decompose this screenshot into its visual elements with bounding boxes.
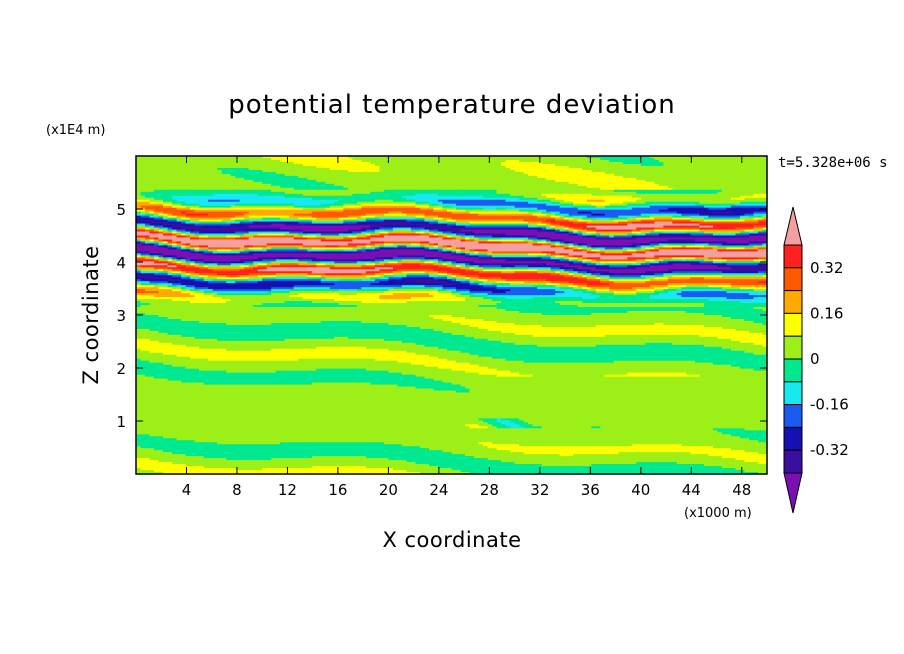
x-tick-label: 32	[530, 481, 549, 499]
x-tick-label: 24	[429, 481, 448, 499]
y-tick-label: 1	[116, 413, 126, 431]
y-tick-label: 2	[116, 360, 126, 378]
x-tick-label: 36	[581, 481, 600, 499]
colorbar-label: -0.16	[810, 396, 849, 414]
y-tick-label: 3	[116, 307, 126, 325]
colorbar-segment	[783, 426, 803, 451]
x-tick-label: 16	[328, 481, 347, 499]
colorbar: 0.32 0.16 0 -0.16 -0.32	[783, 206, 849, 514]
y-tick-label: 5	[116, 201, 126, 219]
time-label: t=5.328e+06 s	[778, 155, 888, 171]
y-axis-label: Z coordinate	[79, 245, 103, 384]
colorbar-segment	[783, 381, 803, 406]
x-tick-label: 12	[278, 481, 297, 499]
y-axis-ticks: 1 2 3 4 5	[116, 201, 767, 431]
colorbar-label: 0.32	[810, 259, 843, 277]
y-unit-label: (x1E4 m)	[46, 123, 105, 138]
x-tick-label: 48	[732, 481, 751, 499]
colorbar-segment	[783, 244, 803, 269]
x-tick-label: 8	[232, 481, 242, 499]
x-tick-label: 4	[182, 481, 192, 499]
colorbar-segment	[783, 290, 803, 314]
x-axis-label: X coordinate	[382, 528, 521, 552]
colorbar-label: 0.16	[810, 304, 843, 322]
x-tick-label: 20	[379, 481, 398, 499]
colorbar-segment	[783, 335, 803, 360]
x-tick-label: 40	[631, 481, 650, 499]
x-unit-label: (x1000 m)	[684, 506, 752, 521]
x-axis-ticks: 4 8 12 16 20 24 28 32 36 40 44 48	[182, 156, 751, 499]
colorbar-label: -0.32	[810, 441, 849, 459]
x-tick-label: 44	[682, 481, 701, 499]
y-tick-label: 4	[116, 254, 126, 272]
colorbar-segment	[783, 267, 803, 292]
colorbar-extend-max	[783, 206, 803, 246]
colorbar-segment	[783, 358, 803, 383]
colorbar-label: 0	[810, 350, 820, 368]
colorbar-extend-min	[783, 472, 803, 514]
colorbar-segment	[783, 312, 803, 337]
x-tick-label: 28	[480, 481, 499, 499]
colorbar-segment	[783, 404, 803, 428]
colorbar-segment	[783, 449, 803, 474]
chart-title: potential temperature deviation	[228, 90, 675, 120]
contour-plot-area	[136, 156, 767, 474]
